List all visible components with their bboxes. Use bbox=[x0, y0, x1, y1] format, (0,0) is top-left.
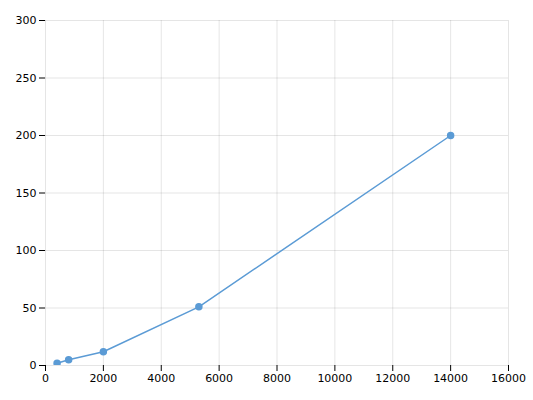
svg-text:16000: 16000 bbox=[491, 372, 526, 385]
svg-text:2000: 2000 bbox=[89, 372, 117, 385]
svg-text:300: 300 bbox=[16, 14, 37, 27]
svg-text:250: 250 bbox=[16, 72, 37, 85]
svg-text:50: 50 bbox=[23, 302, 37, 315]
svg-text:100: 100 bbox=[16, 244, 37, 257]
svg-text:200: 200 bbox=[16, 129, 37, 142]
svg-text:6000: 6000 bbox=[205, 372, 233, 385]
svg-text:14000: 14000 bbox=[433, 372, 468, 385]
svg-text:0: 0 bbox=[42, 372, 49, 385]
svg-text:8000: 8000 bbox=[263, 372, 291, 385]
svg-text:10000: 10000 bbox=[317, 372, 352, 385]
svg-text:150: 150 bbox=[16, 187, 37, 200]
svg-text:4000: 4000 bbox=[147, 372, 175, 385]
svg-text:0: 0 bbox=[30, 359, 37, 372]
svg-text:12000: 12000 bbox=[375, 372, 410, 385]
